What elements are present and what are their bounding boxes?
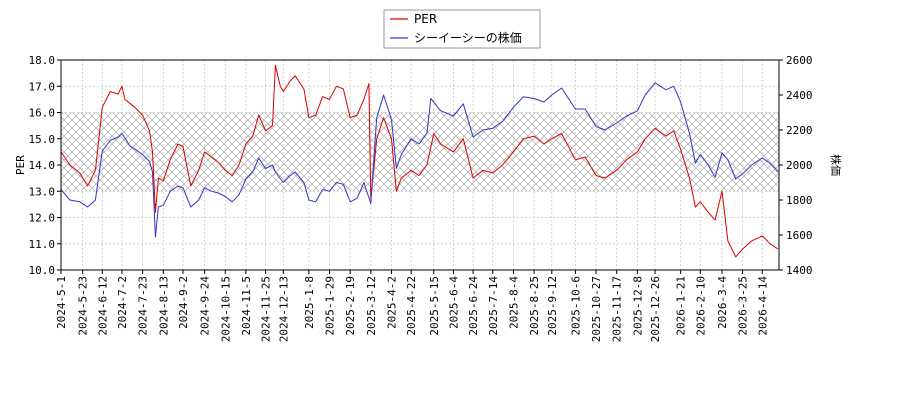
x-tick-label: 2025-12-26 bbox=[649, 276, 662, 342]
left-tick-label: 13.0 bbox=[29, 185, 56, 198]
x-tick-label: 2024-5-23 bbox=[77, 276, 90, 336]
x-tick-label: 2025-1-29 bbox=[324, 276, 337, 336]
x-tick-label: 2024-12-13 bbox=[277, 276, 290, 342]
x-tick-label: 2025-3-12 bbox=[365, 276, 378, 336]
x-tick-label: 2024-6-12 bbox=[96, 276, 109, 336]
x-tick-label: 2025-10-27 bbox=[590, 276, 603, 342]
series-layer bbox=[61, 64, 779, 258]
x-tick-label: 2024-9-2 bbox=[177, 276, 190, 329]
x-tick-label: 2024-11-5 bbox=[240, 276, 253, 336]
x-tick-label: 2025-4-2 bbox=[385, 276, 398, 329]
x-tick-label: 2025-5-15 bbox=[428, 276, 441, 336]
x-tick-label: 2025-8-25 bbox=[528, 276, 541, 336]
left-axis-label: PER bbox=[14, 155, 27, 175]
legend-box bbox=[383, 9, 541, 49]
x-tick-label: 2026-2-10 bbox=[694, 276, 707, 336]
x-tick-label: 2025-9-12 bbox=[546, 276, 559, 336]
x-tick-label: 2025-12-8 bbox=[631, 276, 644, 336]
left-axis: 10.0 11.0 12.0 13.0 14.0 15.0 16.0 17.0 18.0 bbox=[29, 54, 61, 277]
left-tick-label: 18.0 bbox=[29, 54, 56, 67]
series-line-price bbox=[61, 82, 779, 238]
x-tick-label: 2024-10-15 bbox=[219, 276, 232, 342]
x-tick-label: 2024-7-23 bbox=[137, 276, 150, 336]
left-tick-label: 16.0 bbox=[29, 107, 56, 120]
x-tick-label: 2025-4-22 bbox=[405, 276, 418, 336]
x-tick-label: 2024-5-1 bbox=[55, 276, 68, 329]
left-tick-label: 15.0 bbox=[29, 133, 56, 146]
right-tick-label: 2400 bbox=[786, 89, 813, 102]
right-axis: 1400 1600 1800 2000 2200 2400 2600 bbox=[779, 54, 813, 277]
series-line-per bbox=[61, 64, 779, 258]
legend-label-per: PER bbox=[414, 12, 437, 26]
right-tick-label: 2600 bbox=[786, 54, 813, 67]
x-tick-label: 2025-8-4 bbox=[507, 276, 520, 329]
shaded-band bbox=[61, 112, 779, 192]
x-tick-label: 2025-1-8 bbox=[303, 276, 316, 329]
right-tick-label: 2200 bbox=[786, 124, 813, 137]
x-tick-label: 2025-10-6 bbox=[569, 276, 582, 336]
x-axis: 2024-5-1 2024-5-23 2024-6-12 2024-7-2 2024-7… bbox=[55, 270, 769, 342]
x-tick-label: 2024-8-13 bbox=[157, 276, 170, 336]
right-tick-label: 1400 bbox=[786, 264, 813, 277]
x-tick-label: 2025-11-17 bbox=[611, 276, 624, 342]
x-tick-label: 2025-6-24 bbox=[467, 276, 480, 336]
x-tick-label: 2024-11-25 bbox=[260, 276, 273, 342]
x-tick-label: 2026-3-25 bbox=[737, 276, 750, 336]
x-tick-label: 2026-3-4 bbox=[716, 276, 729, 329]
x-tick-label: 2025-6-4 bbox=[447, 276, 460, 329]
x-tick-label: 2024-9-24 bbox=[199, 276, 212, 336]
legend-label-price: シーイーシーの株価 bbox=[414, 30, 522, 45]
grid bbox=[60, 59, 779, 271]
left-tick-label: 12.0 bbox=[29, 212, 56, 225]
x-tick-label: 2025-7-14 bbox=[487, 276, 500, 336]
legend: PER シーイーシーの株価 bbox=[383, 9, 541, 49]
x-tick-label: 2024-7-2 bbox=[116, 276, 129, 329]
right-tick-label: 1600 bbox=[786, 229, 813, 242]
x-tick-label: 2026-1-21 bbox=[675, 276, 688, 336]
left-tick-label: 10.0 bbox=[29, 264, 56, 277]
left-tick-label: 14.0 bbox=[29, 159, 56, 172]
right-tick-label: 1800 bbox=[786, 194, 813, 207]
left-tick-label: 11.0 bbox=[29, 238, 56, 251]
right-axis-label: 株価 bbox=[829, 154, 843, 176]
x-tick-label: 2025-2-19 bbox=[344, 276, 357, 336]
x-tick-label: 2026-4-14 bbox=[756, 276, 769, 336]
left-tick-label: 17.0 bbox=[29, 80, 56, 93]
right-tick-label: 2000 bbox=[786, 159, 813, 172]
